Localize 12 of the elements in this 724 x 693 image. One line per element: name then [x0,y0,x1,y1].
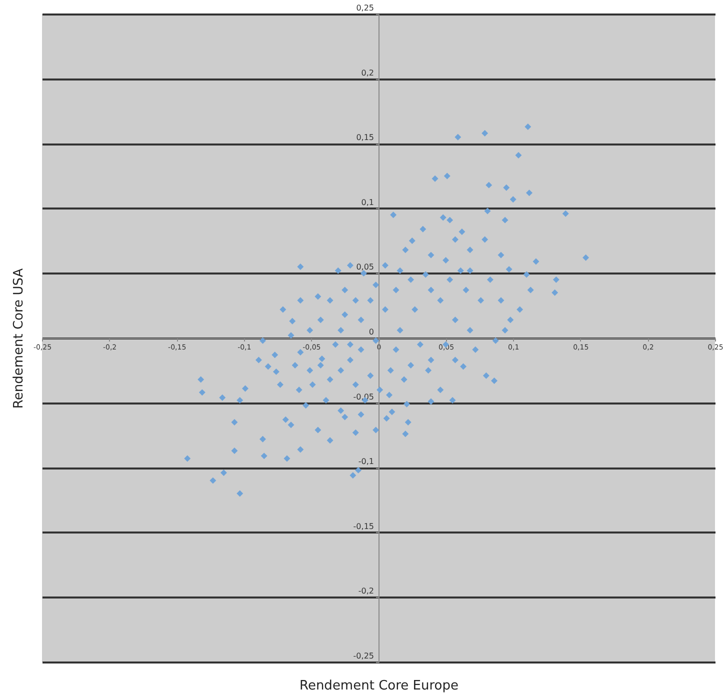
y-tick-label: 0,2 [361,68,374,78]
y-tick-label: 0,15 [356,133,374,142]
y-axis-title: Rendement Core USA [12,268,26,409]
y-tick-label: 0,1 [361,198,374,207]
y-tick-label: 0,25 [356,4,374,12]
y-tick-label: -0,15 [353,522,374,531]
y-tick-label: -0,2 [358,586,374,596]
y-tick-label: 0 [368,328,374,336]
x-axis-title: Rendement Core Europe [299,678,459,693]
y-tick-label: 0,05 [356,262,374,272]
y-tick-label: -0,25 [353,652,374,660]
y-tick-label: -0,1 [358,457,374,466]
